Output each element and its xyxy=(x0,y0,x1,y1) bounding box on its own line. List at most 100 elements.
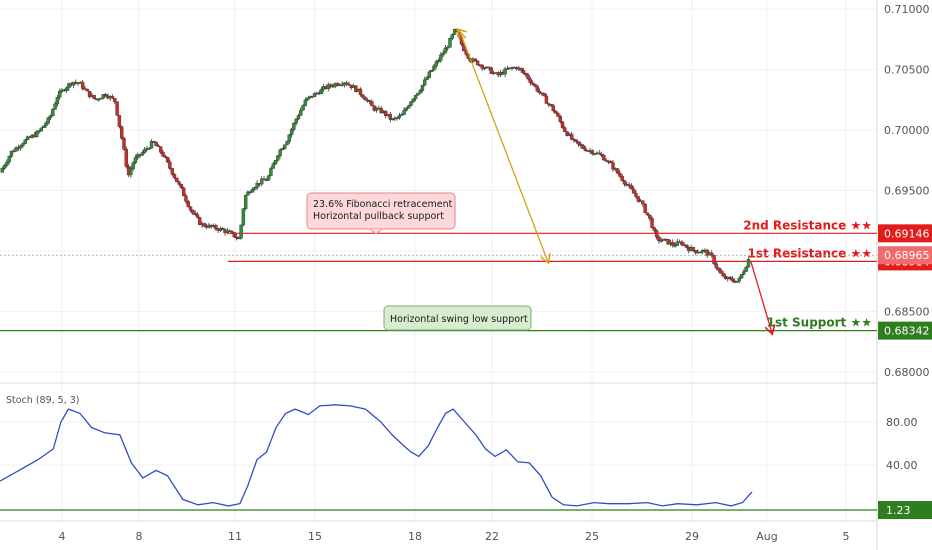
candle-body xyxy=(384,110,388,116)
candle-body xyxy=(260,178,264,185)
candle-body xyxy=(273,160,278,165)
candle-body xyxy=(87,90,92,98)
candle-body xyxy=(388,114,393,120)
candle-body xyxy=(7,156,11,163)
candle-body xyxy=(671,241,675,246)
candle-body xyxy=(282,144,287,149)
candle-body xyxy=(641,200,645,205)
stoch-value-label: 1.23 xyxy=(886,504,911,517)
candle-body xyxy=(648,214,652,219)
candle-body xyxy=(131,162,135,170)
candle-body xyxy=(411,98,415,102)
candle-body xyxy=(161,152,165,157)
candle-body xyxy=(276,155,280,161)
level-price-tag xyxy=(878,224,932,243)
candle-body xyxy=(117,115,122,127)
candle-body xyxy=(188,206,193,211)
candle-body xyxy=(691,247,696,251)
candle-body xyxy=(684,244,689,248)
x-tick-label: 5 xyxy=(843,530,850,543)
candle-body xyxy=(280,148,285,151)
candle-body xyxy=(269,168,273,177)
candle-body xyxy=(363,97,367,101)
candle-body xyxy=(609,161,613,164)
stoch-line xyxy=(0,404,753,507)
candle-body xyxy=(80,81,85,89)
candle-body xyxy=(526,74,530,80)
candle-body xyxy=(21,143,25,147)
candle-body xyxy=(418,90,422,94)
candle-body xyxy=(395,117,399,119)
x-tick-label: 18 xyxy=(408,530,422,543)
candle-body xyxy=(55,97,60,105)
candle-body xyxy=(23,139,27,144)
candle-body xyxy=(110,96,115,99)
candle-body xyxy=(255,182,259,188)
arrow-annotations xyxy=(458,30,772,333)
price-tick-label: 0.71000 xyxy=(884,3,930,16)
x-tick-label: Aug xyxy=(756,530,777,543)
candle-body xyxy=(292,122,296,130)
candle-body xyxy=(340,84,344,86)
candle-body xyxy=(556,113,560,117)
candle-body xyxy=(179,184,184,189)
candle-body xyxy=(119,126,124,139)
candle-body xyxy=(397,115,402,118)
candle-body xyxy=(172,174,177,179)
candle-body xyxy=(560,121,565,128)
candle-body xyxy=(487,66,491,69)
candle-body xyxy=(101,94,106,99)
stoch-tick-label: 80.00 xyxy=(886,416,918,429)
candle-body xyxy=(14,147,18,152)
price-tick-label: 0.70000 xyxy=(884,124,930,137)
candle-body xyxy=(416,92,420,96)
candle-body xyxy=(473,58,477,61)
candle-body xyxy=(429,70,434,73)
candle-body xyxy=(262,178,266,181)
candle-body xyxy=(97,98,101,101)
candle-body xyxy=(553,110,558,114)
candle-body xyxy=(354,85,358,92)
candle-body xyxy=(92,94,96,99)
candle-body xyxy=(241,208,246,226)
candle-body xyxy=(659,240,663,242)
candle-body xyxy=(195,214,200,218)
candle-body xyxy=(719,270,723,274)
candle-body xyxy=(643,203,647,213)
candle-body xyxy=(154,142,158,147)
candle-body xyxy=(574,139,578,142)
candle-body xyxy=(439,54,443,61)
stoch-tick-label: 40.00 xyxy=(886,459,918,472)
candle-body xyxy=(746,259,751,268)
x-tick-label: 15 xyxy=(308,530,322,543)
candle-body xyxy=(305,97,310,101)
candle-body xyxy=(299,109,303,116)
fib-note-line: 23.6% Fibonacci retracement xyxy=(313,199,453,210)
candle-body xyxy=(163,156,168,158)
swing-note-line: Horizontal swing low support xyxy=(390,314,528,325)
candle-body xyxy=(569,133,574,140)
candle-body xyxy=(85,88,89,92)
candle-body xyxy=(551,105,556,112)
candlestick-series xyxy=(0,28,751,284)
stoch-value-tag xyxy=(878,501,932,519)
candle-body xyxy=(358,88,363,95)
candle-body xyxy=(67,83,71,89)
candle-body xyxy=(44,122,48,127)
candle-body xyxy=(482,67,487,70)
candle-body xyxy=(243,195,248,209)
candle-body xyxy=(597,152,601,155)
candle-body xyxy=(266,175,271,181)
price-tick-label: 0.70500 xyxy=(884,64,930,77)
x-tick-label: 11 xyxy=(228,530,242,543)
candle-body xyxy=(434,61,438,67)
retracement-arrow-tip xyxy=(458,30,466,38)
candle-body xyxy=(136,154,140,158)
levels-layer: 2nd Resistance ★★ 0.69146 1st Resistance ★… xyxy=(0,218,932,340)
candle-body xyxy=(115,101,119,116)
candle-body xyxy=(48,115,53,118)
candle-body xyxy=(737,277,741,282)
candle-body xyxy=(214,225,218,230)
